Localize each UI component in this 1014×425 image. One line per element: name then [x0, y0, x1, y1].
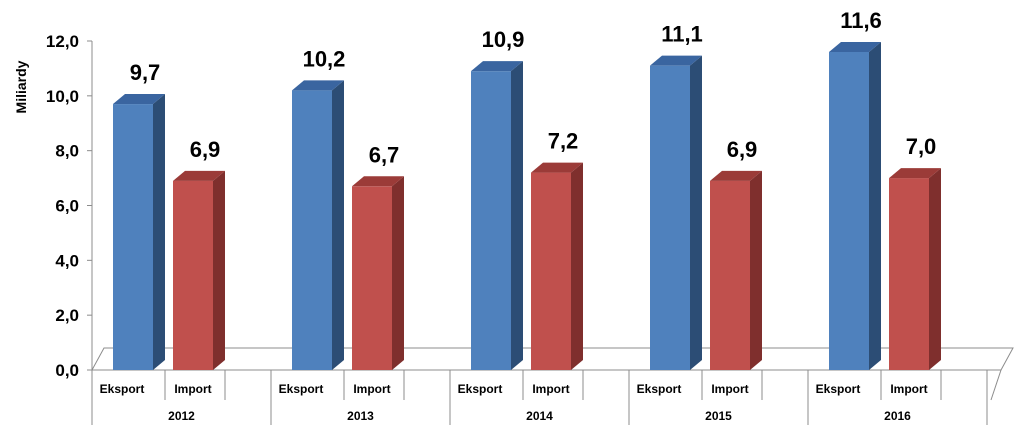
y-tick-label: 2,0	[55, 306, 79, 325]
bar-side	[869, 41, 881, 370]
bar-top	[113, 94, 165, 105]
bar-side	[392, 176, 404, 370]
bar-side	[750, 170, 762, 370]
category-label: Import	[711, 382, 748, 396]
y-tick-label: 6,0	[55, 197, 79, 216]
category-label: Eksport	[279, 382, 324, 396]
category-label: Eksport	[458, 382, 503, 396]
data-label: 11,1	[661, 22, 703, 47]
bar-top	[173, 170, 225, 181]
y-tick-label: 4,0	[55, 251, 79, 270]
bar-top	[471, 61, 523, 72]
category-label: Eksport	[816, 382, 861, 396]
bar-front	[531, 172, 571, 370]
bar-front	[650, 65, 690, 371]
year-label: 2015	[705, 409, 732, 423]
bar-side	[511, 61, 523, 371]
bar-top	[352, 176, 404, 187]
category-label: Eksport	[100, 382, 145, 396]
data-label: 7,2	[548, 129, 579, 154]
bar-front	[292, 90, 332, 370]
labels-layer: 2012 Eksport Import 2013 Eksport Import 2014 Ek…	[100, 8, 937, 423]
bar-top	[292, 80, 344, 91]
bar-top	[531, 162, 583, 173]
category-label: Eksport	[637, 382, 682, 396]
bar-front	[471, 71, 511, 371]
year-label: 2012	[168, 409, 195, 423]
data-label: 10,2	[303, 46, 346, 71]
axis-corner-line	[990, 369, 1002, 401]
bar-front	[113, 104, 153, 370]
y-tick-label: 10,0	[46, 87, 79, 106]
y-tick-label: 12,0	[46, 32, 79, 51]
year-label: 2016	[884, 409, 911, 423]
data-label: 6,9	[190, 137, 221, 162]
data-label: 7,0	[906, 134, 937, 159]
bar-top	[889, 168, 941, 179]
bars-layer	[113, 41, 941, 371]
data-label: 9,7	[130, 60, 161, 85]
bar-side	[690, 55, 702, 371]
bar-side	[213, 170, 225, 370]
bar-front	[829, 51, 869, 370]
bar-front	[352, 186, 392, 370]
y-tick-label: 8,0	[55, 142, 79, 161]
bar-top	[829, 41, 881, 52]
bar-side	[153, 94, 165, 370]
bar-side	[332, 80, 344, 370]
data-label: 10,9	[482, 27, 525, 52]
bar-front	[173, 180, 213, 370]
category-label: Import	[532, 382, 569, 396]
bar-top	[650, 55, 702, 66]
year-label: 2013	[347, 409, 374, 423]
category-label: Import	[353, 382, 390, 396]
bar-front	[889, 178, 929, 370]
category-label: Import	[174, 382, 211, 396]
bar-side	[929, 168, 941, 370]
bar-side	[571, 162, 583, 370]
year-label: 2014	[526, 409, 553, 423]
data-label: 11,6	[840, 8, 882, 33]
y-tick-label: 0,0	[55, 361, 79, 380]
data-label: 6,7	[369, 142, 400, 167]
y-axis-title: Miliardy	[13, 60, 29, 113]
data-label: 6,9	[727, 137, 758, 162]
category-label: Import	[890, 382, 927, 396]
bar-front	[710, 180, 750, 370]
bar-top	[710, 170, 762, 181]
